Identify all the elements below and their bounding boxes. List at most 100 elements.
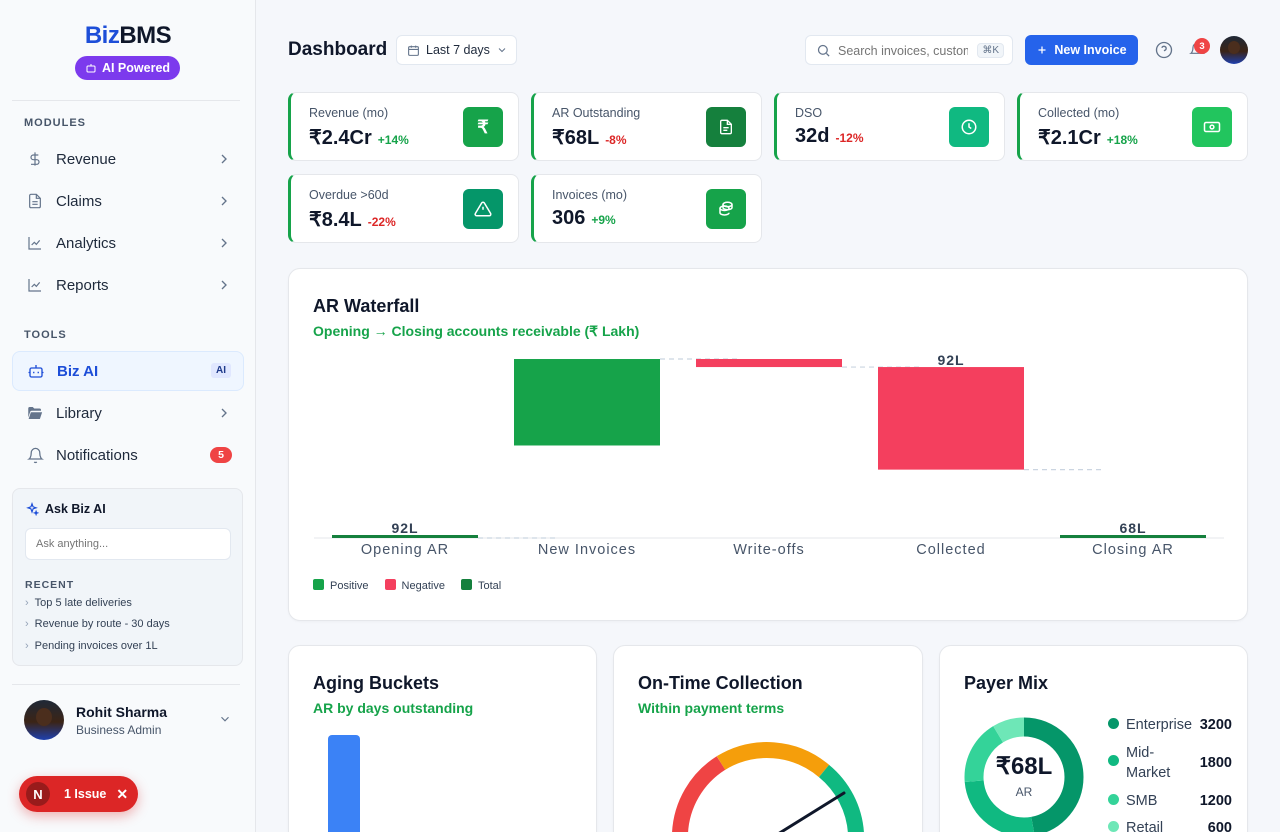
ar-waterfall-panel: AR Waterfall Opening → Closing accounts …: [288, 268, 1248, 621]
gauge-needle: [778, 791, 846, 832]
payer-legend-item[interactable]: Retail 600: [1108, 818, 1232, 832]
kpi-value: ₹2.4Cr: [309, 127, 372, 149]
recent-query-item[interactable]: Pending invoices over 1L: [25, 640, 158, 652]
legend-item-positive[interactable]: Positive: [313, 579, 369, 592]
kpi-label: Collected (mo): [1038, 106, 1120, 120]
kpi-delta: -8%: [605, 133, 627, 147]
legend-item-total[interactable]: Total: [460, 579, 501, 592]
aging-title: Aging Buckets: [313, 673, 440, 693]
brand-part-2: BMS: [119, 22, 172, 49]
bell-icon: [26, 446, 44, 464]
sidebar-item-label: Biz AI: [57, 362, 99, 380]
issue-indicator-button[interactable]: N 1 Issue ✕: [19, 776, 138, 812]
kpi-value: ₹68L: [552, 127, 600, 149]
kpi-card-overdue[interactable]: Overdue >60d ₹8.4L -22%: [288, 174, 519, 243]
payer-legend-item[interactable]: Mid-Market 1800: [1108, 743, 1232, 783]
sidebar-item-library[interactable]: Library: [12, 393, 244, 433]
kpi-label: AR Outstanding: [552, 106, 641, 120]
close-icon[interactable]: ✕: [116, 785, 129, 802]
payer-title: Payer Mix: [964, 673, 1049, 693]
legend-item-negative[interactable]: Negative: [384, 579, 445, 592]
sidebar: BizBMS AI Powered MODULES Revenue Claims…: [0, 0, 256, 832]
kpi-card-dso[interactable]: DSO 32d -12%: [774, 92, 1005, 161]
kpi-value: 32d: [795, 125, 830, 147]
legend-label: Positive: [330, 580, 369, 592]
page-title: Dashboard: [288, 39, 388, 60]
new-invoice-label: New Invoice: [1054, 43, 1127, 57]
search-shortcut-hint: ⌘K: [977, 43, 1004, 58]
coins-icon: [706, 189, 746, 229]
ai-tag: AI: [211, 363, 231, 378]
ai-powered-label: AI Powered: [101, 61, 171, 75]
chart-line-icon: [26, 234, 44, 252]
sidebar-item-biz-ai[interactable]: Biz AI AI: [12, 351, 244, 391]
ai-powered-badge: AI Powered: [75, 56, 180, 80]
waterfall-legend: Positive Negative Total: [313, 579, 501, 592]
ontime-title: On-Time Collection: [638, 673, 803, 693]
search-bar: ⌘K: [805, 35, 1013, 65]
payer-legend-item[interactable]: Enterprise 3200: [1108, 715, 1232, 735]
donut-center-value: ₹68L: [995, 753, 1053, 780]
sidebar-item-reports[interactable]: Reports: [12, 265, 244, 305]
ontime-subtitle: Within payment terms: [638, 700, 785, 716]
kpi-value-row: ₹2.1Cr +18%: [1038, 125, 1138, 150]
sidebar-item-label: Claims: [56, 192, 102, 210]
legend-swatch: [1108, 794, 1119, 805]
clock-icon: [949, 107, 989, 147]
ar-waterfall-chart: Opening AR 92L New Invoices Write-offs Colle…: [314, 352, 1224, 558]
plus-icon: [1038, 46, 1046, 54]
donut-slice: [964, 717, 1084, 832]
calendar-icon: [408, 45, 419, 56]
help-icon[interactable]: [1155, 41, 1173, 59]
date-range-select[interactable]: Last 7 days: [396, 35, 517, 65]
kpi-card-invoices[interactable]: Invoices (mo) 306 +9%: [531, 174, 762, 243]
waterfall-bar: [332, 535, 478, 538]
new-invoice-button[interactable]: New Invoice: [1025, 35, 1138, 65]
sidebar-item-notifications[interactable]: Notifications 5: [12, 435, 244, 475]
payer-mix-panel: Payer Mix ₹68L AR Enterprise 3200 Mid-Ma…: [939, 645, 1248, 832]
legend-label: Negative: [401, 580, 445, 592]
user-profile-menu[interactable]: Rohit Sharma Business Admin: [24, 700, 244, 740]
payer-value: 1800: [1199, 755, 1232, 771]
rupee-icon: ₹: [463, 107, 503, 147]
kpi-value-row: ₹2.4Cr +14%: [309, 125, 409, 150]
header-avatar[interactable]: [1220, 36, 1248, 64]
payer-name: SMB: [1126, 793, 1158, 809]
kpi-value: 306: [552, 207, 586, 229]
x-tick-label: New Invoices: [538, 542, 636, 558]
x-tick-label: Collected: [916, 542, 985, 558]
waterfall-subtitle: Opening → Closing accounts receivable (₹…: [313, 323, 640, 339]
gauge-segment-green: [818, 764, 864, 832]
kpi-label: Revenue (mo): [309, 106, 389, 120]
sidebar-item-claims[interactable]: Claims: [12, 181, 244, 221]
legend-swatch: [1108, 755, 1119, 766]
sidebar-item-label: Library: [56, 404, 102, 422]
sidebar-item-analytics[interactable]: Analytics: [12, 223, 244, 263]
ask-ai-input[interactable]: [25, 528, 231, 560]
kpi-card-ar-outstanding[interactable]: AR Outstanding ₹68L -8%: [531, 92, 762, 161]
kpi-delta: +9%: [591, 213, 616, 227]
folder-open-icon: [26, 404, 44, 422]
kpi-value: ₹8.4L: [309, 209, 362, 231]
kpi-delta: +18%: [1106, 133, 1138, 147]
payer-legend-item[interactable]: SMB 1200: [1108, 791, 1232, 811]
kpi-value-row: ₹68L -8%: [552, 125, 627, 150]
tools-section-title: TOOLS: [24, 329, 67, 341]
payer-value: 600: [1207, 820, 1232, 832]
kpi-label: DSO: [795, 106, 823, 120]
kpi-card-revenue[interactable]: Revenue (mo) ₹2.4Cr +14% ₹: [288, 92, 519, 161]
ask-title-text: Ask Biz AI: [45, 502, 106, 516]
chevron-right-icon: [221, 154, 227, 164]
sidebar-item-revenue[interactable]: Revenue: [12, 139, 244, 179]
data-label: 68L: [1119, 520, 1146, 536]
legend-swatch: [1108, 718, 1119, 729]
kpi-card-collected[interactable]: Collected (mo) ₹2.1Cr +18%: [1017, 92, 1248, 161]
robot-icon: [86, 64, 96, 73]
search-icon: [817, 44, 830, 57]
search-input[interactable]: [838, 42, 968, 60]
recent-query-item[interactable]: Top 5 late deliveries: [25, 597, 132, 609]
data-label: 92L: [391, 520, 418, 536]
brand-logo[interactable]: BizBMS: [0, 22, 256, 50]
chevron-right-icon: [221, 408, 227, 418]
recent-query-item[interactable]: Revenue by route - 30 days: [25, 618, 170, 630]
